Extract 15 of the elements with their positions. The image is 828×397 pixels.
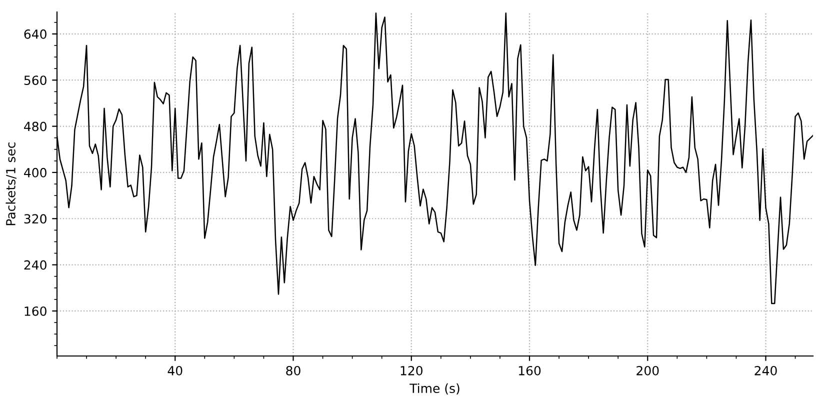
x-axis-title: Time (s) [410,383,460,395]
y-tick-label: 560 [24,76,46,86]
y-tick-label: 640 [24,29,46,39]
x-tick-label: 160 [518,366,541,376]
y-tick-label: 320 [24,214,46,224]
x-tick-label: 80 [286,366,300,376]
y-tick-label: 240 [24,260,46,270]
x-tick-label: 40 [168,366,182,376]
y-tick-label: 480 [24,122,46,132]
y-tick-label: 160 [24,306,46,316]
y-tick-label: 400 [24,168,46,178]
y-axis-title: Packets/1 sec [6,142,16,226]
x-tick-label: 240 [754,366,777,376]
x-tick-label: 200 [636,366,659,376]
x-tick-label: 120 [400,366,422,376]
